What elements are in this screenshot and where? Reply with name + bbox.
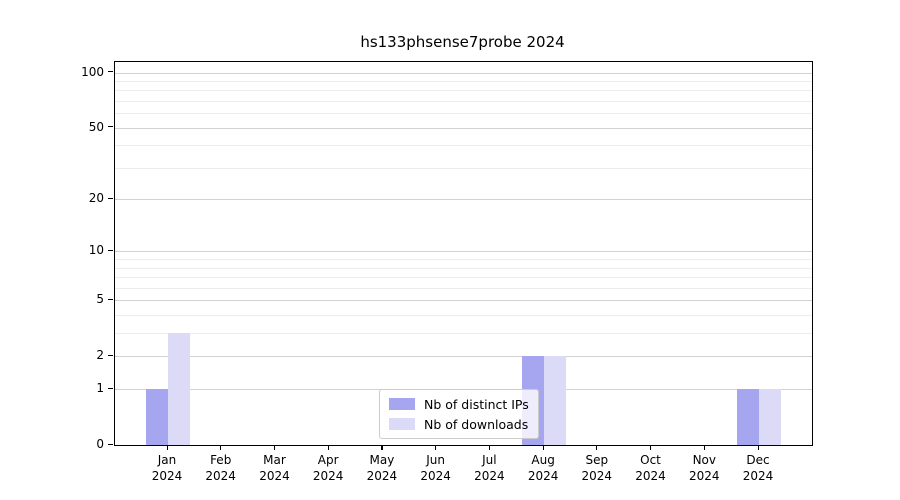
y-tick-mark-5 [108, 298, 113, 301]
legend: Nb of distinct IPs Nb of downloads [379, 389, 539, 439]
x-tick-mark-may [381, 445, 383, 450]
x-tick-mark-jan [166, 445, 168, 450]
y-tick-mark-50 [108, 126, 113, 128]
x-tick-mark-apr [327, 445, 329, 450]
y-tick-mark-10 [108, 249, 113, 252]
x-tick-label-dec: Dec 2024 [742, 453, 774, 483]
x-tick-mark-sep [596, 445, 598, 450]
x-tick-label-feb: Feb 2024 [205, 453, 236, 483]
legend-item-distinct-ips: Nb of distinct IPs [389, 396, 529, 412]
gridline-minor-90 [115, 80, 812, 82]
x-tick-label-jul: Jul 2024 [474, 453, 505, 483]
x-tick-mark-jul [488, 445, 491, 450]
gridline-50 [115, 127, 812, 129]
bar-dec-downloads [759, 389, 781, 445]
x-tick-label-may: May 2024 [366, 453, 398, 483]
bar-aug-downloads [544, 356, 567, 445]
gridline-minor-8 [115, 267, 812, 269]
gridline-100 [115, 72, 812, 74]
x-tick-label-mar: Mar 2024 [259, 453, 290, 483]
legend-label-distinct-ips: Nb of distinct IPs [424, 396, 529, 412]
gridline-2 [115, 356, 812, 358]
x-tick-mark-nov [703, 445, 705, 450]
gridline-minor-80 [115, 90, 812, 92]
plot-area [114, 61, 813, 446]
x-tick-mark-dec [757, 445, 759, 450]
bar-jan-distinct-ips [146, 389, 168, 445]
gridline-minor-60 [115, 113, 812, 115]
bar-dec-distinct-ips [737, 389, 759, 445]
gridline-minor-6 [115, 287, 812, 289]
y-tick-mark-1 [108, 387, 113, 389]
x-tick-mark-mar [274, 445, 276, 450]
gridline-20 [115, 199, 812, 201]
y-tick-mark-100 [108, 71, 113, 73]
x-tick-label-jun: Jun 2024 [420, 453, 451, 483]
x-tick-label-nov: Nov 2024 [689, 453, 720, 483]
x-tick-mark-aug [542, 445, 544, 450]
y-tick-label-50: 50 [88, 119, 104, 134]
x-tick-label-aug: Aug 2024 [527, 453, 559, 483]
x-tick-mark-feb [220, 445, 222, 450]
x-tick-label-oct: Oct 2024 [635, 453, 666, 483]
gridline-minor-70 [115, 100, 812, 102]
gridline-minor-40 [115, 145, 812, 147]
y-tick-label-2: 2 [96, 348, 104, 363]
chart-title: hs133phsense7probe 2024 [360, 33, 565, 51]
legend-item-downloads: Nb of downloads [389, 416, 529, 432]
gridline-minor-3 [115, 333, 812, 335]
x-tick-label-jan: Jan 2024 [151, 453, 183, 483]
gridline-5 [115, 300, 812, 302]
gridline-minor-9 [115, 259, 812, 261]
y-tick-mark-0 [108, 443, 113, 445]
y-tick-label-5: 5 [96, 292, 104, 307]
y-tick-mark-20 [108, 197, 113, 199]
legend-label-downloads: Nb of downloads [424, 416, 529, 432]
gridline-minor-30 [115, 167, 812, 169]
y-tick-mark-2 [108, 354, 113, 356]
y-tick-label-10: 10 [88, 243, 104, 258]
y-tick-label-1: 1 [96, 381, 104, 396]
x-tick-label-apr: Apr 2024 [312, 453, 344, 483]
bar-jan-downloads [168, 333, 190, 445]
y-tick-label-100: 100 [81, 64, 104, 79]
x-tick-label-sep: Sep 2024 [581, 453, 613, 483]
x-tick-mark-jun [435, 445, 437, 450]
x-tick-mark-oct [650, 445, 652, 450]
y-tick-label-0: 0 [96, 437, 104, 451]
y-tick-label-20: 20 [88, 191, 104, 206]
gridline-minor-4 [115, 315, 812, 317]
gridline-minor-7 [115, 277, 812, 279]
gridline-10 [115, 251, 812, 253]
legend-swatch-downloads [389, 418, 415, 430]
legend-swatch-distinct-ips [389, 398, 415, 410]
